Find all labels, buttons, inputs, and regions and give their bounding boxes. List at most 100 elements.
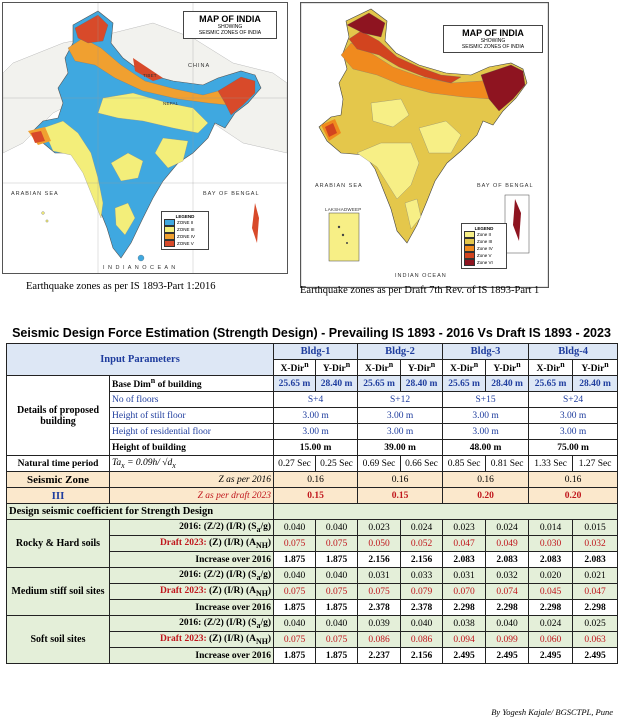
soil-v2016-row: Rocky & Hard soils 2016: (Z/2) (I/R) (Sa/… xyxy=(6,519,619,568)
legend-label: Zone II xyxy=(477,232,492,237)
floors-cell: S+12 xyxy=(357,391,444,408)
stilt-height-cell: 3.00 m xyxy=(357,407,444,424)
z-2023-cell: 0.20 xyxy=(528,487,619,504)
building-height-row: Height of building 15.00 m 39.00 m 48.00… xyxy=(7,439,619,456)
place-bay-of-bengal: BAY OF BENGAL xyxy=(477,183,534,189)
coefficient-cell: 1.875 xyxy=(273,599,317,616)
zone-2016-row: Seismic Zone Z as per 2016 0.16 0.16 0.1… xyxy=(6,471,619,488)
coefficient-cell: 2.083 xyxy=(442,551,487,568)
line-draft-2023-label: Draft 2023: (Z) (I/R) (ANH) xyxy=(108,631,275,648)
coefficient-cell: 2.495 xyxy=(485,647,530,664)
z-2023-cell: 0.20 xyxy=(442,487,530,504)
z-2016-cell: 0.16 xyxy=(357,471,444,488)
coefficient-cell: 2.156 xyxy=(357,551,402,568)
legend-label: Zone VI xyxy=(477,260,493,265)
coefficient-cell: 0.049 xyxy=(485,535,530,552)
coefficient-cell: 0.024 xyxy=(400,519,444,536)
ta-x-cell: 0.27 Sec xyxy=(273,455,317,472)
coefficient-cell: 0.040 xyxy=(315,567,359,584)
coefficient-cell: 0.075 xyxy=(315,631,359,648)
residential-height-label: Height of residential floor xyxy=(108,423,275,440)
building-height-label: Height of building xyxy=(108,439,275,456)
base-y-cell: 28.40 m xyxy=(572,375,619,392)
map-draft-title: MAP OF INDIA xyxy=(462,28,524,38)
place-arabian-sea: ARABIAN SEA xyxy=(11,191,59,197)
coefficient-cell: 0.047 xyxy=(572,583,619,600)
coefficient-cell: 2.156 xyxy=(400,551,444,568)
soil-v2016-row: Soft soil sites 2016: (Z/2) (I/R) (Sa/g) 0… xyxy=(6,615,619,664)
design-title: Design seismic coefficient for Strength … xyxy=(5,503,275,520)
legend-item: ZONE V xyxy=(164,240,206,247)
coefficient-cell: 0.086 xyxy=(357,631,402,648)
legend-item: Zone II xyxy=(464,231,504,238)
coefficient-cell: 0.052 xyxy=(400,535,444,552)
design-title-spacer xyxy=(273,503,619,520)
bldg-header: Bldg-1 xyxy=(273,343,359,360)
coefficient-cell: 0.075 xyxy=(273,535,317,552)
floors-cell: S+15 xyxy=(442,391,530,408)
z-2023-cell: 0.15 xyxy=(273,487,359,504)
legend-swatch xyxy=(464,231,475,238)
bldg-header: Bldg-3 xyxy=(442,343,530,360)
ta-y-cell: 0.25 Sec xyxy=(315,455,359,472)
z-2016-cell: 0.16 xyxy=(528,471,619,488)
coefficient-cell: 0.079 xyxy=(400,583,444,600)
x-dir-header: X-Dirn xyxy=(273,359,317,376)
map-draft-title-box: MAP OF INDIA SHOWING SEISMIC ZONES OF IN… xyxy=(443,25,543,53)
coefficient-cell: 0.040 xyxy=(315,615,359,632)
place-arabian-sea: ARABIAN SEA xyxy=(315,183,363,189)
coefficient-cell: 2.083 xyxy=(572,551,619,568)
coefficient-cell: 1.875 xyxy=(273,647,317,664)
y-dir-header: Y-Dirn xyxy=(572,359,619,376)
coefficient-cell: 0.025 xyxy=(572,615,619,632)
credit-line: By Yogesh Kajale/ BGSCTPL, Pune xyxy=(491,707,613,717)
place-nepal: NEPAL xyxy=(163,101,179,106)
coefficient-cell: 2.378 xyxy=(357,599,402,616)
x-dir-header: X-Dirn xyxy=(357,359,402,376)
coefficient-cell: 0.031 xyxy=(442,567,487,584)
coefficient-cell: 0.050 xyxy=(357,535,402,552)
soil-type-label: Soft soil sites xyxy=(6,615,110,664)
coefficient-cell: 0.075 xyxy=(273,631,317,648)
coefficient-cell: 0.099 xyxy=(485,631,530,648)
soil-inc-row: Increase over 2016 1.875 1.875 2.156 2.156 2.… xyxy=(7,551,619,568)
legend-swatch xyxy=(164,233,175,240)
legend-item: ZONE IV xyxy=(164,233,206,240)
coefficient-cell: 0.040 xyxy=(400,615,444,632)
coefficient-cell: 0.075 xyxy=(357,583,402,600)
building-height-cell: 48.00 m xyxy=(442,439,530,456)
coefficient-cell: 1.875 xyxy=(315,551,359,568)
ta-x-cell: 0.69 Sec xyxy=(357,455,402,472)
base-x-cell: 25.65 m xyxy=(528,375,574,392)
place-indian-ocean: I N D I A N O C E A N xyxy=(103,265,177,271)
natural-period-row: Natural time period Tax = 0.09h/ √dx 0.2… xyxy=(6,455,619,472)
ta-y-cell: 1.27 Sec xyxy=(572,455,619,472)
map-draft-caption: Earthquake zones as per Draft 7th Rev. o… xyxy=(300,285,540,296)
coefficient-cell: 2.083 xyxy=(485,551,530,568)
base-y-cell: 28.40 m xyxy=(315,375,359,392)
soil-v2023-row: Draft 2023: (Z) (I/R) (ANH) 0.075 0.075 0.0… xyxy=(7,535,619,552)
z-2023-label: Z as per draft 2023 xyxy=(108,487,275,504)
map-draft-subtitle-1: SHOWING xyxy=(480,38,506,44)
coefficient-cell: 2.156 xyxy=(400,647,444,664)
coefficient-cell: 0.023 xyxy=(442,519,487,536)
coefficient-cell: 2.083 xyxy=(528,551,574,568)
legend-swatch xyxy=(464,245,475,252)
legend-item: Zone IV xyxy=(464,245,504,252)
legend-label: Zone III xyxy=(477,239,493,244)
base-dimension-row: Details of proposed building Base Dimn o… xyxy=(6,375,619,456)
coefficient-cell: 1.875 xyxy=(315,599,359,616)
natural-period-label: Natural time period xyxy=(6,455,110,472)
coefficient-cell: 2.298 xyxy=(528,599,574,616)
legend-swatch xyxy=(464,238,475,245)
coefficient-cell: 0.040 xyxy=(273,615,317,632)
legend-item: Zone VI xyxy=(464,259,504,266)
stilt-height-cell: 3.00 m xyxy=(273,407,359,424)
details-label: Details of proposed building xyxy=(6,375,110,456)
place-tibet: TIBET xyxy=(143,73,157,78)
line-increase-label: Increase over 2016 xyxy=(108,599,275,616)
coefficient-cell: 0.015 xyxy=(572,519,619,536)
legend-title: LEGEND xyxy=(175,214,195,219)
map-2016-frame: MAP OF INDIA SHOWING SEISMIC ZONES OF IN… xyxy=(2,2,288,274)
seismic-design-table: Input Parameters Bldg-1 Bldg-2 Bldg-3 Bl… xyxy=(5,343,619,664)
